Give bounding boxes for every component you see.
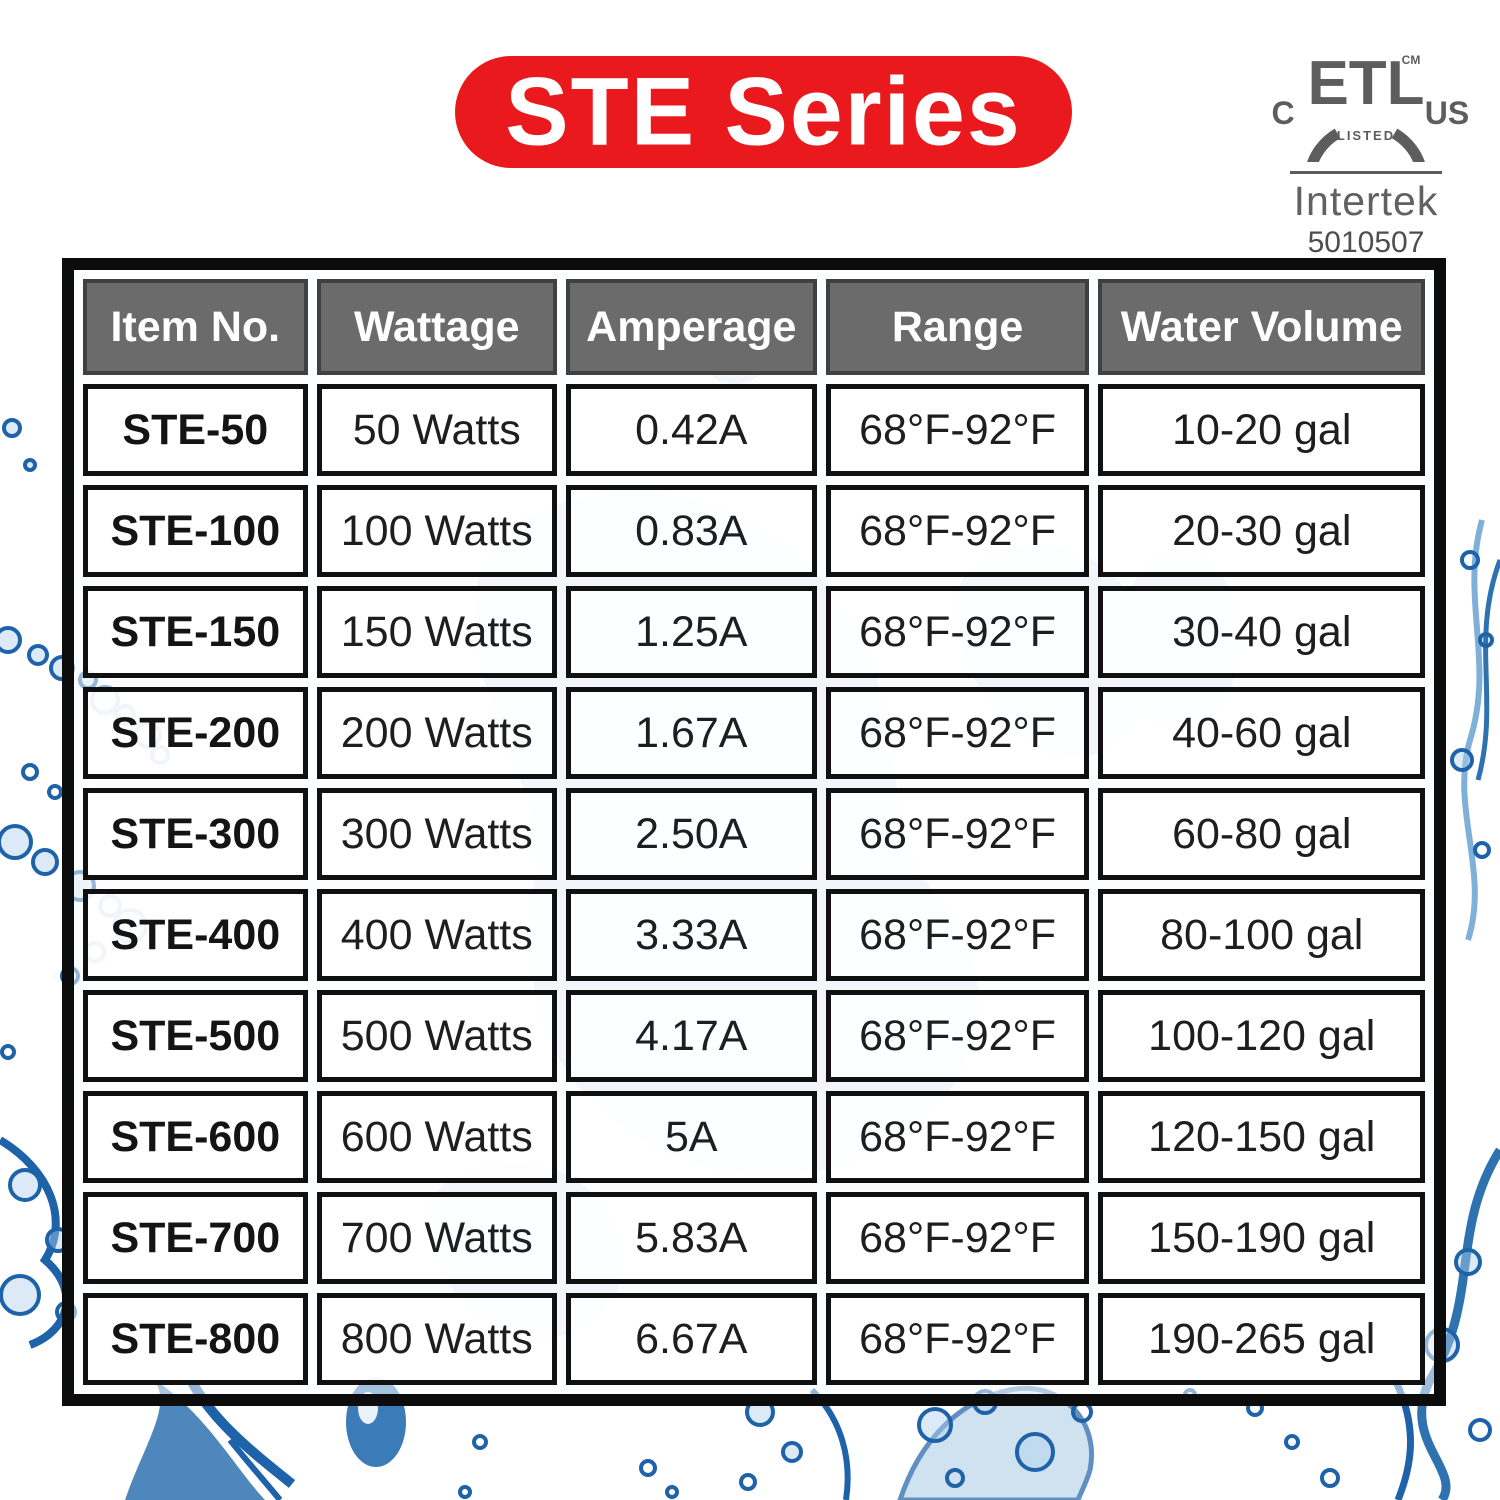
cell-item-no: STE-200 <box>83 687 308 779</box>
cell-item-no: STE-800 <box>83 1293 308 1385</box>
cell-item-no: STE-500 <box>83 990 308 1082</box>
cell-item-no: STE-50 <box>83 384 308 476</box>
cell-water-volume: 20-30 gal <box>1098 485 1425 577</box>
cell-amperage: 0.83A <box>565 485 817 577</box>
cell-amperage: 2.50A <box>565 788 817 880</box>
cell-water-volume: 80-100 gal <box>1098 889 1425 981</box>
cell-wattage: 500 Watts <box>316 990 557 1082</box>
cell-range: 68°F-92°F <box>825 1192 1090 1284</box>
intertek-divider <box>1290 171 1442 174</box>
cell-water-volume: 60-80 gal <box>1098 788 1425 880</box>
etl-cm-label: CM <box>1402 53 1421 67</box>
cell-water-volume: 150-190 gal <box>1098 1192 1425 1284</box>
cell-amperage: 5.83A <box>565 1192 817 1284</box>
table-row: STE-150 150 Watts 1.25A 68°F-92°F 30-40 … <box>83 586 1425 678</box>
cell-wattage: 800 Watts <box>316 1293 557 1385</box>
cell-range: 68°F-92°F <box>825 586 1090 678</box>
cell-water-volume: 40-60 gal <box>1098 687 1425 779</box>
header-item-no: Item No. <box>83 279 308 375</box>
table-row: STE-300 300 Watts 2.50A 68°F-92°F 60-80 … <box>83 788 1425 880</box>
series-title-banner: STE Series <box>455 56 1072 168</box>
series-title: STE Series <box>505 57 1022 166</box>
header-range: Range <box>825 279 1090 375</box>
table-row: STE-600 600 Watts 5A 68°F-92°F 120-150 g… <box>83 1091 1425 1183</box>
cell-item-no: STE-700 <box>83 1192 308 1284</box>
cell-amperage: 4.17A <box>565 990 817 1082</box>
cell-range: 68°F-92°F <box>825 990 1090 1082</box>
header-wattage: Wattage <box>316 279 557 375</box>
cell-wattage: 300 Watts <box>316 788 557 880</box>
cell-water-volume: 30-40 gal <box>1098 586 1425 678</box>
cell-wattage: 100 Watts <box>316 485 557 577</box>
certification-block: ETL CM LISTED C US Intertek 5010507 <box>1258 12 1474 260</box>
cell-wattage: 400 Watts <box>316 889 557 981</box>
certification-number: 5010507 <box>1307 226 1425 259</box>
cell-amperage: 6.67A <box>565 1293 817 1385</box>
intertek-brand: Intertek <box>1293 178 1439 224</box>
cell-range: 68°F-92°F <box>825 788 1090 880</box>
etl-listed-mark-icon: ETL CM LISTED C US <box>1271 49 1469 246</box>
header-amperage: Amperage <box>565 279 817 375</box>
cell-item-no: STE-300 <box>83 788 308 880</box>
cell-range: 68°F-92°F <box>825 1091 1090 1183</box>
table-row: STE-50 50 Watts 0.42A 68°F-92°F 10-20 ga… <box>83 384 1425 476</box>
cell-amperage: 3.33A <box>565 889 817 981</box>
cell-wattage: 200 Watts <box>316 687 557 779</box>
table-row: STE-800 800 Watts 6.67A 68°F-92°F 190-26… <box>83 1293 1425 1385</box>
cell-wattage: 150 Watts <box>316 586 557 678</box>
cell-water-volume: 10-20 gal <box>1098 384 1425 476</box>
cell-amperage: 0.42A <box>565 384 817 476</box>
cell-water-volume: 120-150 gal <box>1098 1091 1425 1183</box>
cell-range: 68°F-92°F <box>825 889 1090 981</box>
cell-wattage: 700 Watts <box>316 1192 557 1284</box>
table-row: STE-700 700 Watts 5.83A 68°F-92°F 150-19… <box>83 1192 1425 1284</box>
spec-table-container: Item No. Wattage Amperage Range Water Vo… <box>62 258 1446 1406</box>
header-water-volume: Water Volume <box>1098 279 1425 375</box>
cell-wattage: 50 Watts <box>316 384 557 476</box>
cell-item-no: STE-600 <box>83 1091 308 1183</box>
cell-range: 68°F-92°F <box>825 1293 1090 1385</box>
spec-table: Item No. Wattage Amperage Range Water Vo… <box>62 258 1446 1406</box>
cell-range: 68°F-92°F <box>825 485 1090 577</box>
etl-us-label: US <box>1425 95 1469 131</box>
table-row: STE-100 100 Watts 0.83A 68°F-92°F 20-30 … <box>83 485 1425 577</box>
cell-item-no: STE-150 <box>83 586 308 678</box>
cell-amperage: 5A <box>565 1091 817 1183</box>
table-row: STE-400 400 Watts 3.33A 68°F-92°F 80-100… <box>83 889 1425 981</box>
cell-range: 68°F-92°F <box>825 687 1090 779</box>
cell-water-volume: 190-265 gal <box>1098 1293 1425 1385</box>
table-header-row: Item No. Wattage Amperage Range Water Vo… <box>83 279 1425 375</box>
cell-amperage: 1.25A <box>565 586 817 678</box>
cell-amperage: 1.67A <box>565 687 817 779</box>
cell-range: 68°F-92°F <box>825 384 1090 476</box>
etl-letters: ETL <box>1307 49 1424 118</box>
etl-c-label: C <box>1271 95 1294 131</box>
spec-table-body: STE-50 50 Watts 0.42A 68°F-92°F 10-20 ga… <box>83 384 1425 1385</box>
cell-wattage: 600 Watts <box>316 1091 557 1183</box>
cell-item-no: STE-400 <box>83 889 308 981</box>
table-row: STE-200 200 Watts 1.67A 68°F-92°F 40-60 … <box>83 687 1425 779</box>
cell-water-volume: 100-120 gal <box>1098 990 1425 1082</box>
etl-listed-label: LISTED <box>1337 128 1395 143</box>
cell-item-no: STE-100 <box>83 485 308 577</box>
table-row: STE-500 500 Watts 4.17A 68°F-92°F 100-12… <box>83 990 1425 1082</box>
